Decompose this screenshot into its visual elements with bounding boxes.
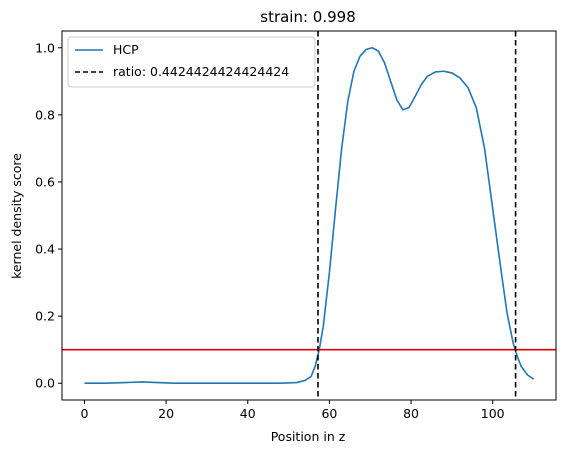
legend-label-ratio: ratio: 0.4424424424424424 bbox=[113, 64, 289, 79]
plot-area bbox=[61, 30, 557, 401]
y-tick-label: 0.4 bbox=[35, 242, 55, 257]
y-tick-label: 0.8 bbox=[35, 107, 55, 122]
x-tick-label: 20 bbox=[158, 406, 174, 421]
x-tick-label: 80 bbox=[403, 406, 419, 421]
x-tick-label: 0 bbox=[80, 406, 88, 421]
legend-label-hcp: HCP bbox=[113, 42, 139, 57]
y-tick-label: 0.6 bbox=[35, 174, 55, 189]
y-tick-label: 1.0 bbox=[35, 40, 55, 55]
x-axis: 0 20 40 60 80 100 bbox=[80, 400, 505, 421]
x-axis-label: Position in z bbox=[271, 429, 346, 444]
y-axis: 0.0 0.2 0.4 0.6 0.8 1.0 bbox=[35, 40, 62, 391]
x-tick-label: 60 bbox=[321, 406, 337, 421]
chart-title: strain: 0.998 bbox=[260, 8, 356, 26]
x-tick-label: 100 bbox=[481, 406, 505, 421]
x-tick-label: 40 bbox=[240, 406, 256, 421]
legend-box bbox=[67, 36, 316, 88]
axes-frame bbox=[61, 30, 557, 401]
legend: HCP ratio: 0.4424424424424424 bbox=[67, 36, 316, 88]
y-tick-label: 0.2 bbox=[35, 309, 55, 324]
series-line-hcp bbox=[84, 46, 535, 385]
y-tick-label: 0.0 bbox=[35, 376, 55, 391]
y-axis-label: kernel density score bbox=[9, 153, 24, 279]
